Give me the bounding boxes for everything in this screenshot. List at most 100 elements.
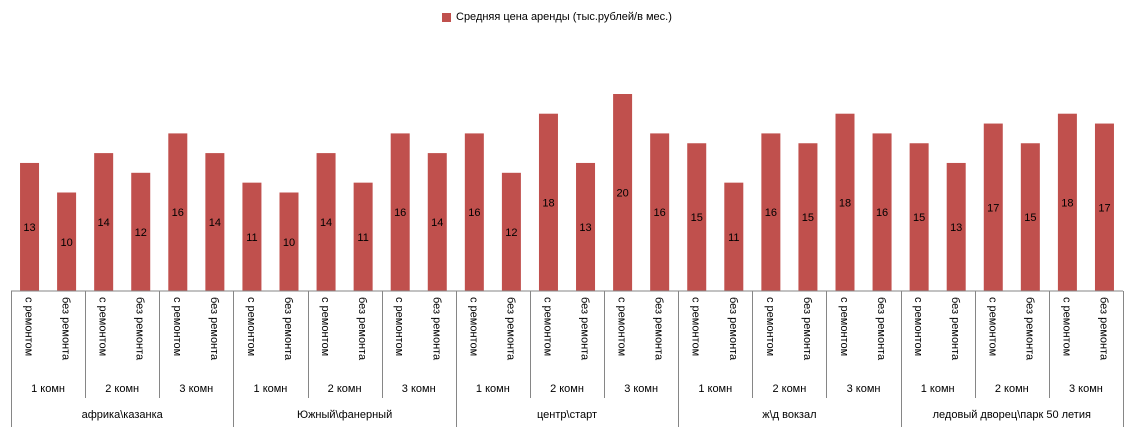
data-label: 10 (60, 237, 72, 249)
bar (279, 192, 299, 291)
bar (353, 182, 373, 291)
data-label: 18 (1061, 197, 1073, 209)
category-tick-label: с ремонтом (541, 297, 553, 356)
data-label: 14 (98, 217, 110, 229)
bar (94, 153, 114, 291)
category-tick-label: без ремонта (208, 297, 220, 361)
room-tick-label: 2 комн (105, 383, 139, 395)
data-label: 20 (616, 188, 628, 200)
bar (390, 133, 410, 291)
bar (1057, 113, 1077, 291)
legend-label: Средняя цена аренды (тыс.рублей/в мес.) (456, 11, 672, 23)
category-tick-label: без ремонта (282, 297, 294, 361)
category-tick-label: с ремонтом (764, 297, 776, 356)
bar (576, 162, 596, 291)
data-label: 12 (135, 227, 147, 239)
category-tick-label: с ремонтом (986, 297, 998, 356)
data-label: 15 (802, 212, 814, 224)
data-label: 14 (431, 217, 443, 229)
category-tick-label: без ремонта (579, 297, 591, 361)
data-label: 16 (765, 207, 777, 219)
bar (687, 143, 707, 291)
bar (538, 113, 558, 291)
bar (205, 153, 225, 291)
category-tick-label: без ремонта (727, 297, 739, 361)
legend-swatch (442, 12, 451, 22)
category-tick-label: с ремонтом (838, 297, 850, 356)
data-label: 16 (394, 207, 406, 219)
category-tick-label: с ремонтом (393, 297, 405, 356)
bar (131, 172, 151, 291)
category-tick-label: без ремонта (134, 297, 146, 361)
category-tick-label: с ремонтом (1060, 297, 1072, 356)
category-tick-label: с ремонтом (171, 297, 183, 356)
room-tick-label: 3 комн (179, 383, 213, 395)
room-tick-label: 1 комн (698, 383, 732, 395)
bar (983, 123, 1003, 291)
room-tick-label: 1 комн (476, 383, 510, 395)
bar (316, 153, 336, 291)
data-label: 13 (950, 222, 962, 234)
bar (946, 162, 966, 291)
data-label: 15 (1024, 212, 1036, 224)
bar (57, 192, 77, 291)
bar (761, 133, 781, 291)
data-label: 18 (839, 197, 851, 209)
bar (1094, 123, 1114, 291)
data-label: 10 (283, 237, 295, 249)
room-tick-label: 2 комн (550, 383, 584, 395)
bar (20, 162, 40, 291)
category-tick-label: с ремонтом (912, 297, 924, 356)
bar (650, 133, 670, 291)
category-tick-label: с ремонтом (690, 297, 702, 356)
bar (798, 143, 818, 291)
data-label: 16 (172, 207, 184, 219)
data-label: 12 (505, 227, 517, 239)
category-tick-label: без ремонта (356, 297, 368, 361)
bar (501, 172, 521, 291)
category-tick-label: без ремонта (653, 297, 665, 361)
bar (242, 182, 262, 291)
bar (168, 133, 188, 291)
data-label: 13 (579, 222, 591, 234)
district-tick-label: центр\старт (537, 409, 597, 421)
data-label: 16 (468, 207, 480, 219)
category-tick-label: без ремонта (430, 297, 442, 361)
room-tick-label: 3 комн (847, 383, 881, 395)
data-label: 18 (542, 197, 554, 209)
data-label: 17 (987, 202, 999, 214)
data-label: 16 (654, 207, 666, 219)
data-label: 11 (246, 232, 257, 244)
bar (872, 133, 892, 291)
room-tick-label: 3 комн (624, 383, 658, 395)
category-tick-label: без ремонта (60, 297, 72, 361)
category-tick-label: с ремонтом (245, 297, 257, 356)
bar (464, 133, 484, 291)
category-tick-label: без ремонта (1023, 297, 1035, 361)
data-label: 15 (913, 212, 925, 224)
category-tick-label: без ремонта (504, 297, 516, 361)
category-tick-label: с ремонтом (319, 297, 331, 356)
district-tick-label: ж\д вокзал (762, 409, 816, 421)
category-tick-label: с ремонтом (97, 297, 109, 356)
data-label: 16 (876, 207, 888, 219)
district-tick-label: ледовый дворец\парк 50 летия (933, 409, 1091, 421)
room-tick-label: 2 комн (328, 383, 362, 395)
category-tick-label: без ремонта (875, 297, 887, 361)
room-tick-label: 3 комн (402, 383, 436, 395)
bar (1020, 143, 1040, 291)
chart-legend: Средняя цена аренды (тыс.рублей/в мес.) (442, 9, 672, 25)
data-label: 17 (1098, 202, 1110, 214)
room-tick-label: 1 комн (254, 383, 288, 395)
district-tick-label: Южный\фанерный (297, 409, 392, 421)
room-tick-label: 3 комн (1069, 383, 1103, 395)
room-tick-label: 1 комн (31, 383, 65, 395)
bar (835, 113, 855, 291)
category-tick-label: без ремонта (949, 297, 961, 361)
data-label: 11 (357, 232, 368, 244)
bar (724, 182, 744, 291)
bar (909, 143, 929, 291)
category-tick-label: без ремонта (1097, 297, 1109, 361)
category-tick-label: с ремонтом (23, 297, 35, 356)
